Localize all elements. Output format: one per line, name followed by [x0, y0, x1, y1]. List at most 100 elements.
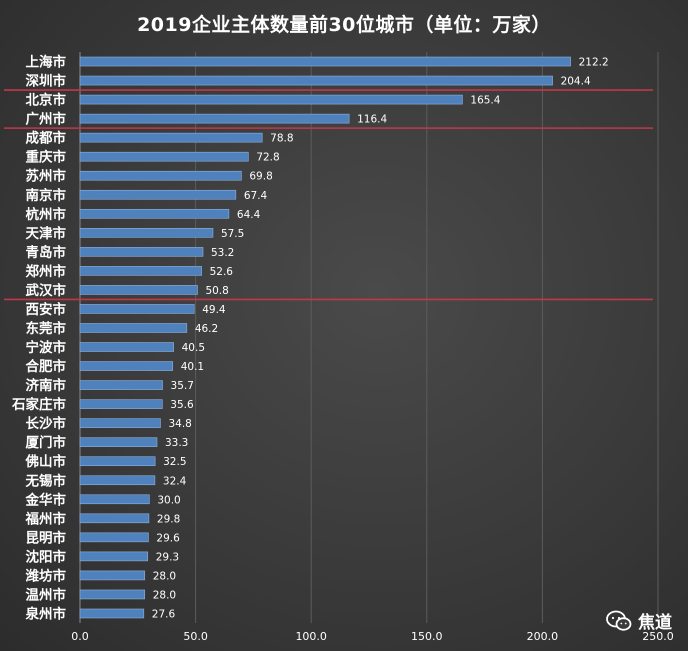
data-label: 204.4	[561, 76, 591, 88]
data-label: 29.8	[157, 513, 180, 525]
data-label: 40.1	[181, 361, 204, 373]
category-label: 石家庄市	[11, 396, 66, 413]
data-label: 64.4	[237, 209, 261, 221]
category-label: 深圳市	[26, 73, 67, 90]
bar	[79, 380, 163, 390]
data-label: 72.8	[256, 152, 279, 164]
data-label: 67.4	[244, 190, 268, 202]
data-label: 32.4	[163, 475, 187, 487]
bar	[79, 456, 156, 467]
category-label: 佛山市	[25, 453, 67, 470]
category-label: 宁波市	[26, 339, 67, 356]
bar	[79, 228, 214, 238]
bar	[79, 418, 161, 428]
bar	[79, 266, 202, 276]
category-label: 东莞市	[26, 320, 67, 337]
x-tick-label: 0.0	[71, 630, 89, 643]
bar	[79, 285, 198, 295]
category-label: 泉州市	[26, 605, 67, 622]
x-tick-label: 150.0	[411, 630, 443, 643]
bar	[79, 494, 150, 505]
bar	[79, 532, 149, 543]
bar	[79, 570, 146, 581]
data-label: 46.2	[195, 323, 218, 335]
bar	[79, 189, 237, 200]
category-label: 武汉市	[26, 282, 67, 299]
data-label: 30.0	[157, 494, 180, 506]
data-label: 35.7	[171, 380, 194, 392]
category-label: 福州市	[25, 510, 67, 527]
bar	[79, 94, 463, 105]
bar	[79, 132, 263, 143]
bar	[79, 304, 195, 314]
x-tick-label: 100.0	[295, 630, 327, 643]
bar	[79, 75, 553, 86]
data-label: 32.5	[163, 456, 186, 468]
category-label: 杭州市	[26, 206, 67, 223]
data-label: 165.4	[470, 95, 500, 107]
data-label: 29.3	[156, 551, 179, 563]
category-label: 上海市	[26, 54, 67, 71]
category-label: 无锡市	[25, 472, 67, 489]
category-label: 北京市	[26, 92, 67, 109]
category-label: 青岛市	[26, 244, 67, 261]
data-label: 212.2	[579, 57, 609, 69]
x-tick-label: 250.0	[642, 630, 674, 643]
data-label: 29.6	[156, 532, 180, 544]
chart-title: 2019企业主体数量前30位城市（单位：万家）	[137, 14, 551, 36]
data-label: 57.5	[221, 228, 244, 240]
bar	[79, 113, 350, 124]
bar	[79, 151, 249, 162]
data-label: 116.4	[357, 114, 387, 126]
bar	[79, 247, 204, 257]
category-label: 济南市	[26, 377, 67, 394]
data-label: 40.5	[182, 342, 205, 354]
category-label: 苏州市	[26, 168, 67, 185]
bar	[79, 608, 145, 619]
bar	[79, 323, 188, 333]
data-label: 28.0	[153, 570, 176, 582]
bar	[79, 342, 174, 352]
category-label: 长沙市	[26, 415, 67, 432]
category-label: 昆明市	[26, 529, 67, 546]
wechat-icon	[606, 610, 632, 631]
category-label: 沈阳市	[26, 548, 67, 565]
data-label: 69.8	[249, 171, 272, 183]
watermark: 焦道	[606, 608, 672, 633]
data-label: 52.6	[210, 266, 234, 278]
category-label: 南京市	[26, 187, 67, 204]
data-label: 33.3	[165, 437, 188, 449]
category-label: 成都市	[26, 130, 67, 147]
category-label: 潍坊市	[26, 567, 67, 584]
data-label: 27.6	[152, 608, 176, 620]
category-label: 西安市	[26, 301, 67, 318]
bar	[79, 399, 163, 409]
category-label: 厦门市	[26, 434, 67, 451]
bar	[79, 513, 150, 524]
category-label: 合肥市	[26, 358, 67, 375]
bar	[79, 170, 242, 181]
bar	[79, 361, 174, 371]
category-label: 金华市	[25, 491, 67, 508]
bar	[79, 56, 571, 67]
data-label: 49.4	[202, 304, 226, 316]
bar	[79, 437, 158, 447]
category-label: 广州市	[26, 111, 67, 128]
x-tick-label: 200.0	[527, 630, 559, 643]
category-label: 重庆市	[26, 149, 67, 166]
data-label: 50.8	[205, 285, 228, 297]
data-label: 34.8	[168, 418, 191, 430]
category-label: 天津市	[26, 225, 67, 242]
bar	[79, 208, 230, 219]
data-label: 78.8	[270, 133, 293, 145]
x-tick-label: 50.0	[183, 630, 208, 643]
bar	[79, 551, 149, 562]
data-label: 53.2	[211, 247, 234, 259]
category-label: 郑州市	[26, 263, 67, 280]
watermark-text: 焦道	[638, 613, 672, 633]
bar	[79, 589, 146, 600]
bar	[79, 475, 156, 486]
data-label: 35.6	[170, 399, 194, 411]
